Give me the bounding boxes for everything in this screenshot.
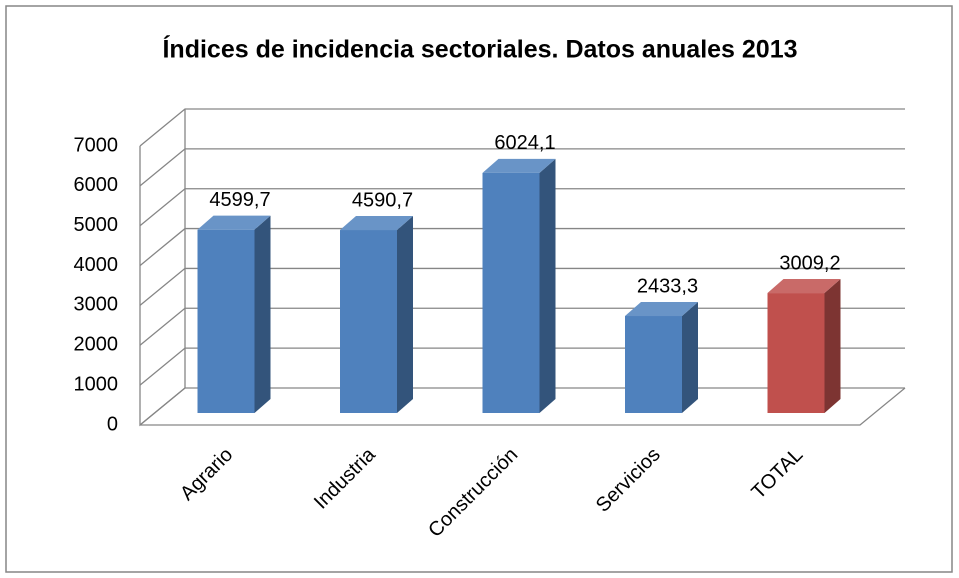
bar-top [340, 216, 413, 231]
value-label: 3009,2 [779, 252, 840, 274]
chart-title: Índices de incidencia sectoriales. Datos… [162, 35, 797, 64]
y-tick-label: 1000 [74, 373, 119, 395]
bar [767, 293, 825, 413]
bar-side [397, 216, 413, 413]
floor [140, 387, 906, 426]
value-label: 4590,7 [352, 189, 413, 211]
grid-line [139, 108, 905, 147]
value-label: 2433,3 [637, 275, 698, 297]
grid-line [139, 227, 905, 267]
grid-line [139, 188, 905, 227]
y-tick-label: 2000 [74, 334, 119, 356]
y-tick-label: 7000 [74, 134, 119, 156]
y-tick-label: 4000 [74, 254, 119, 276]
value-label: 4599,7 [209, 189, 270, 211]
bar [340, 230, 397, 413]
grid-line [139, 148, 905, 187]
bar-side [539, 158, 556, 413]
bar-side [682, 302, 698, 413]
y-tick-label: 3000 [74, 294, 119, 316]
y-tick-label: 5000 [74, 214, 119, 236]
bar [197, 229, 255, 413]
bar-top [767, 279, 841, 294]
bar-top [482, 158, 556, 173]
y-tick-label: 0 [107, 413, 118, 435]
y-tick-label: 6000 [74, 174, 119, 196]
value-label: 6024,1 [494, 132, 555, 154]
bar [482, 172, 540, 413]
bar [625, 316, 682, 413]
bar-top [625, 302, 698, 317]
bar-top [197, 215, 271, 230]
grid-line [139, 267, 905, 306]
bar-side [254, 215, 271, 413]
bar-side [824, 279, 841, 413]
